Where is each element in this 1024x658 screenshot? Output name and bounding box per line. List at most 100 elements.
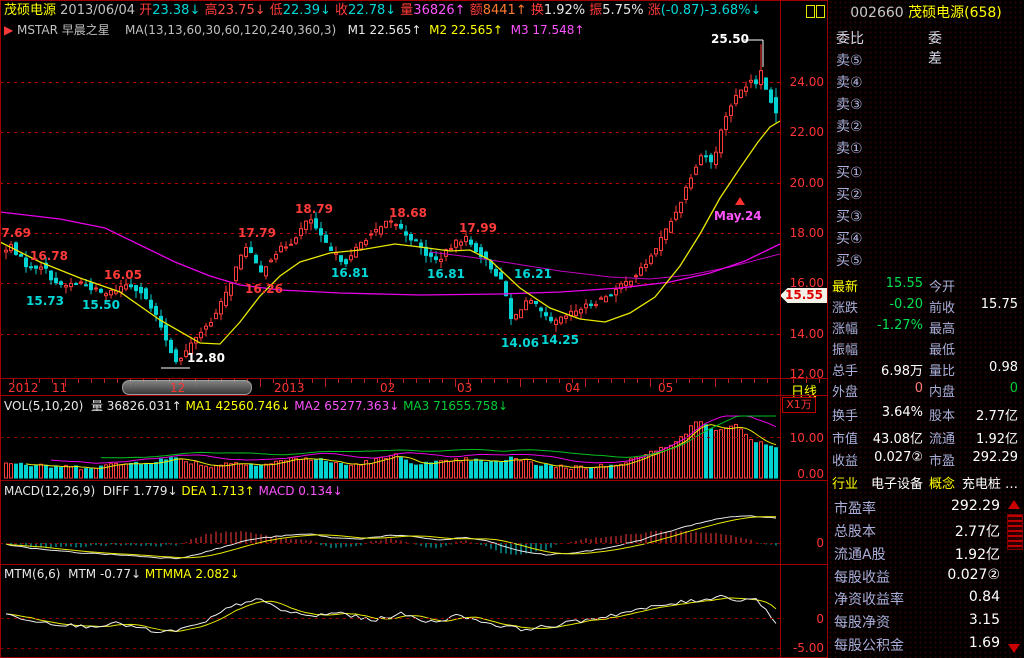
financial-row: 流通A股 1.92亿	[834, 544, 1002, 566]
event-arrow-icon	[735, 197, 745, 205]
scrollbar-thumb[interactable]	[1007, 514, 1023, 550]
vol-field: VOL(5,10,20)	[4, 399, 91, 413]
quote-header-bar: 茂硕电源 2013/06/04 开23.38↓ 高23.75↓ 低22.39↓ …	[4, 3, 761, 18]
financial-label: 流通A股	[834, 546, 886, 563]
divider	[780, 38, 781, 658]
price-annotation: 17.99	[459, 221, 497, 235]
subchart-gridline	[0, 437, 780, 438]
subchart-axis-label: 0.00	[797, 467, 824, 481]
quote-cell-value: 15.55	[885, 276, 923, 291]
macd-field: MACD(12,26,9)	[4, 484, 103, 498]
info-cell-label: 概念	[929, 476, 956, 492]
info-cell-value: 1.92亿	[976, 431, 1018, 447]
quote-field: 36826↑	[413, 3, 470, 18]
price-annotation: 16.78	[30, 249, 68, 263]
quote-cell-label: 振幅	[832, 343, 859, 358]
financial-row: 净资收益率 0.84	[834, 589, 1002, 611]
divider	[827, 0, 828, 658]
candlestick-chart[interactable]	[0, 38, 780, 378]
time-scrollbar-thumb[interactable]	[122, 380, 252, 395]
subchart-axis-label: 0	[816, 612, 824, 626]
quote-cell: 最新 15.55	[832, 276, 925, 297]
quote-cell: 量比 0.98	[929, 360, 1020, 381]
time-axis-label: 05	[658, 381, 674, 395]
price-gridline	[0, 132, 780, 133]
price-annotation: 18.79	[295, 202, 333, 216]
quote-field: 23.38↓	[152, 3, 205, 18]
price-axis-label: 14.00	[789, 327, 824, 341]
financial-row: 市盈率 292.29	[834, 498, 1002, 520]
financial-value: 0.027②	[947, 566, 1000, 583]
price-annotation: 16.81	[427, 267, 465, 281]
price-gridline	[0, 183, 780, 184]
subchart-axis-label: 10.00	[789, 431, 824, 445]
buy-level-row: 买⑤	[836, 253, 863, 269]
price-gridline	[0, 233, 780, 234]
info-cell: 股本 2.77亿	[929, 405, 1020, 428]
quote-field: 收	[335, 3, 349, 18]
vol-field: MA2 65277.363↓	[294, 399, 404, 413]
price-annotation: 12.80	[187, 351, 225, 365]
info-cell-value[interactable]: 电子设备	[870, 476, 923, 492]
financial-value: 1.69	[968, 635, 1000, 652]
price-axis-label: 18.00	[789, 226, 824, 240]
macd-chart[interactable]	[0, 480, 780, 564]
divider	[0, 378, 828, 379]
indicator-field: M1 22.565↑	[347, 23, 430, 37]
buy-level-row: 买②	[836, 187, 863, 203]
orderbook-header: 委比 委差	[836, 28, 942, 67]
quote-field: 开	[139, 3, 153, 18]
volume-chart[interactable]	[0, 396, 780, 480]
period-label[interactable]: 日线	[791, 385, 818, 400]
quote-field: 茂硕电源	[4, 3, 57, 18]
price-annotation: 16.81	[331, 266, 369, 280]
quote-cell-label: 最低	[929, 343, 956, 358]
mtm-chart[interactable]	[0, 564, 780, 658]
info-cell: 收益 0.027②	[832, 450, 925, 473]
quote-field: 8441↑	[482, 3, 531, 18]
quote-cell: 涨跌 -0.20	[832, 297, 925, 318]
buy-level-row: 买④	[836, 231, 863, 247]
scroll-up-button[interactable]	[1006, 497, 1022, 512]
vol-field: MA1 42560.746↓	[185, 399, 295, 413]
price-axis-label: 24.00	[789, 75, 824, 89]
weibi-label: 委比	[836, 31, 864, 47]
quote-field: 23.75↓	[217, 3, 270, 18]
info-cell: 概念 充电桩 …	[929, 473, 1020, 496]
last-price-tag: 15.55	[780, 288, 827, 303]
indicator-formula-row: ▶ MSTAR 早晨之星 MA(13,13,60,30,60,120,240,3…	[4, 23, 584, 38]
quote-field: 22.39↓	[282, 3, 336, 18]
quote-cell-value: -1.27%	[877, 318, 923, 333]
indicator-field: MA(13,13,60,30,60,120,240,360,3)	[125, 23, 348, 37]
quote-field: 振	[589, 3, 603, 18]
info-cell-label: 市值	[832, 431, 859, 447]
quote-field: 涨	[647, 3, 661, 18]
info-cell-label: 收益	[832, 454, 859, 469]
time-axis-ticks-major	[0, 379, 826, 387]
indicator-field: M2 22.565↑	[429, 23, 511, 37]
sell-level-row: 卖④	[836, 75, 863, 91]
scroll-down-button[interactable]	[1006, 641, 1022, 656]
price-annotation: 16.26	[245, 282, 283, 296]
info-cell: 市盈 292.29	[929, 450, 1020, 473]
quote-cell: 振幅	[832, 339, 925, 360]
quote-cell-value: 0.98	[989, 360, 1018, 375]
time-axis-label: 11	[52, 381, 68, 395]
divider	[0, 564, 828, 565]
price-gridline	[0, 283, 780, 284]
stock-title: 002660 茂硕电源(658)	[828, 2, 1024, 22]
time-axis-label: 2012	[8, 381, 39, 395]
time-axis-label: 12	[170, 381, 186, 395]
financial-value: 292.29	[951, 498, 1000, 514]
financial-value: 2.77亿	[954, 523, 1000, 540]
volume-unit-label: X1万	[782, 397, 816, 413]
info-cell-value[interactable]: 充电桩 …	[961, 476, 1018, 492]
vol-field: 量 36826.031↑	[90, 399, 186, 413]
price-axis-label: 12.00	[789, 367, 824, 381]
window-layout-icon[interactable]	[806, 3, 826, 18]
financial-label: 总股本	[834, 523, 876, 540]
financial-label: 净资收益率	[834, 592, 904, 609]
price-axis-label: 16.00	[789, 276, 824, 290]
financial-label: 市盈率	[834, 501, 876, 517]
